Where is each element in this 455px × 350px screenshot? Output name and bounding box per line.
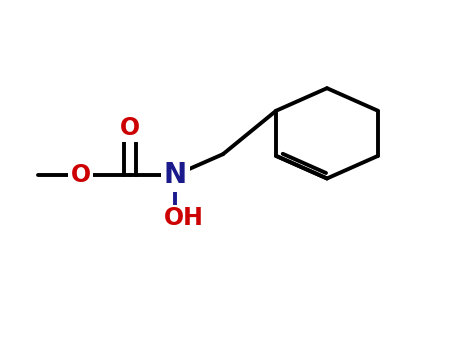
Text: OH: OH xyxy=(164,206,203,230)
Text: N: N xyxy=(164,161,187,189)
Text: O: O xyxy=(71,163,91,187)
Text: O: O xyxy=(120,116,140,140)
